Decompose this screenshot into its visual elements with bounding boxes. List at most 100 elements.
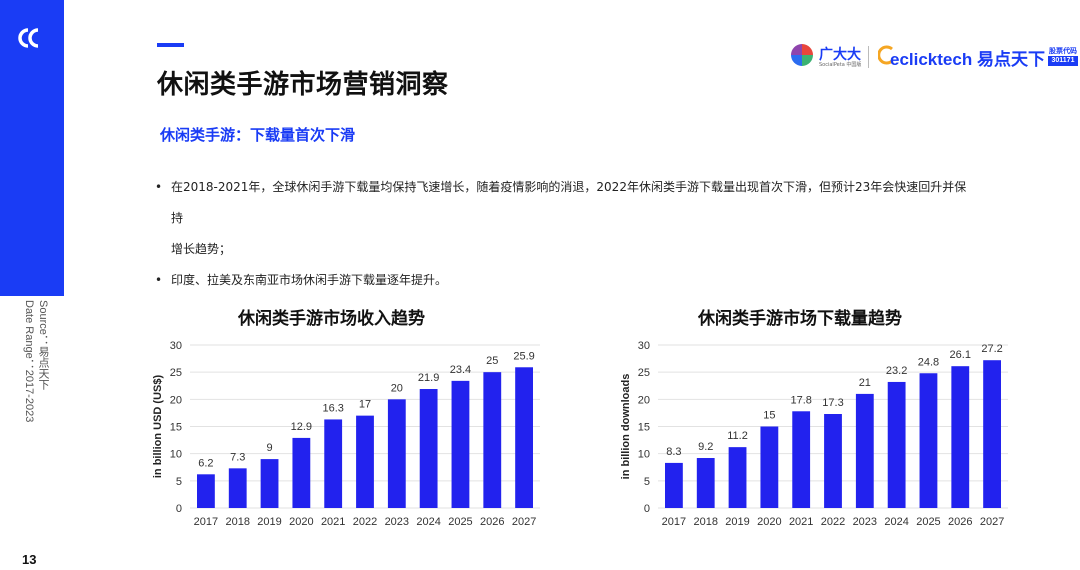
bar (855, 393, 874, 508)
revenue-chart-title: 休闲类手游市场收入趋势 (238, 309, 425, 329)
data-label: 9 (266, 442, 272, 454)
x-tick-label: 2017 (194, 516, 218, 528)
eclicktech-wordmark: eclicktech 易点天下 (890, 45, 1045, 70)
bullet-text: 在2018-2021年，全球休闲手游下载量均保持飞速增长，随着疫情影响的消退，2… (171, 180, 967, 225)
y-axis-label: in billion USD (US$) (152, 375, 164, 479)
x-tick-label: 2027 (512, 516, 536, 528)
x-tick-label: 2019 (725, 516, 749, 528)
bar (665, 462, 683, 508)
x-tick-label: 2019 (257, 516, 281, 528)
bar (197, 474, 215, 508)
data-label: 11.2 (727, 430, 748, 442)
bar (515, 367, 533, 508)
bar (387, 399, 406, 508)
bar (792, 411, 811, 508)
downloads-chart-title: 休闲类手游市场下载量趋势 (698, 309, 902, 329)
y-tick-label: 5 (176, 476, 182, 488)
guangdada-logo: 广大大 SocialPeta 中国版 (791, 42, 861, 72)
y-tick-label: 30 (170, 340, 182, 352)
data-label: 25.9 (513, 350, 534, 362)
y-tick-label: 5 (644, 476, 650, 488)
bar (919, 373, 938, 508)
x-tick-label: 2022 (821, 516, 845, 528)
y-tick-label: 0 (176, 503, 182, 515)
bar (324, 419, 343, 508)
y-tick-label: 25 (170, 367, 182, 379)
bullet-item: • 在2018-2021年，全球休闲手游下载量均保持飞速增长，随着疫情影响的消退… (155, 172, 975, 234)
x-tick-label: 2021 (321, 516, 345, 528)
guangdada-name: 广大大 (819, 47, 861, 63)
bar (260, 459, 279, 508)
page-number: 13 (22, 552, 37, 567)
eclicktech-logo: eclicktech 易点天下 (878, 42, 1045, 72)
bar (951, 366, 970, 508)
bullet-continuation: 增长趋势； (155, 234, 975, 265)
x-tick-label: 2023 (385, 516, 409, 528)
stock-label: 股票代码 (1049, 47, 1077, 55)
bar (292, 437, 311, 508)
bar (228, 468, 247, 508)
x-tick-label: 2026 (480, 516, 504, 528)
x-tick-label: 2027 (980, 516, 1004, 528)
bullet-text: 印度、拉美及东南亚市场休闲手游下载量逐年提升。 (171, 273, 448, 287)
x-tick-label: 2024 (884, 516, 908, 528)
bar (696, 458, 715, 508)
data-label: 17.8 (790, 394, 811, 406)
x-tick-label: 2023 (853, 516, 877, 528)
data-label: 26.1 (950, 349, 971, 361)
eclicktech-cn-name: 易点天下 (976, 50, 1045, 69)
data-label: 21 (859, 377, 871, 389)
bar (887, 381, 906, 508)
data-label: 15 (763, 410, 775, 422)
data-label: 25 (486, 355, 498, 367)
stock-code: 301171 (1048, 56, 1078, 66)
x-tick-label: 2025 (448, 516, 472, 528)
bullet-dot: • (155, 273, 163, 287)
page-title: 休闲类手游市场营销洞察 (157, 70, 449, 100)
data-label: 17.3 (822, 397, 843, 409)
y-tick-label: 25 (638, 367, 650, 379)
bar (419, 389, 438, 508)
data-label: 27.2 (981, 343, 1002, 355)
data-label: 20 (391, 382, 403, 394)
title-accent-dash (157, 43, 184, 47)
data-label: 6.2 (198, 457, 213, 469)
source-line: Source：易点天下 (37, 300, 49, 390)
y-tick-label: 10 (638, 449, 650, 461)
data-label: 16.3 (322, 402, 343, 414)
y-tick-label: 0 (644, 503, 650, 515)
data-label: 21.9 (418, 372, 439, 384)
bar (824, 414, 842, 508)
x-tick-label: 2018 (693, 516, 717, 528)
bullet-text: 增长趋势； (171, 242, 232, 256)
bar (451, 380, 470, 508)
bar (728, 447, 747, 508)
data-label: 17 (359, 399, 371, 411)
y-tick-label: 15 (638, 422, 650, 434)
y-axis-label: in billion downloads (620, 374, 632, 480)
bar (483, 372, 502, 508)
data-label: 9.2 (698, 441, 713, 453)
data-label: 24.8 (918, 356, 939, 368)
bar (983, 360, 1001, 508)
y-tick-label: 20 (170, 394, 182, 406)
y-tick-label: 30 (638, 340, 650, 352)
bullet-dot: • (155, 180, 163, 194)
bullet-list: • 在2018-2021年，全球休闲手游下载量均保持飞速增长，随着疫情影响的消退… (155, 172, 975, 296)
bar (760, 426, 779, 508)
y-tick-label: 20 (638, 394, 650, 406)
data-label: 8.3 (666, 446, 681, 458)
company-mark-icon (18, 28, 39, 48)
y-tick-label: 15 (170, 422, 182, 434)
data-label: 12.9 (291, 421, 312, 433)
x-tick-label: 2022 (353, 516, 377, 528)
bullet-item: • 印度、拉美及东南亚市场休闲手游下载量逐年提升。 (155, 265, 975, 296)
guangdada-logo-icon (791, 44, 813, 66)
date-range-line: Date Range：2017-2023 (23, 300, 35, 423)
x-tick-label: 2020 (289, 516, 313, 528)
data-label: 23.4 (450, 364, 471, 376)
side-accent-bar (0, 0, 64, 296)
bar (356, 415, 374, 508)
